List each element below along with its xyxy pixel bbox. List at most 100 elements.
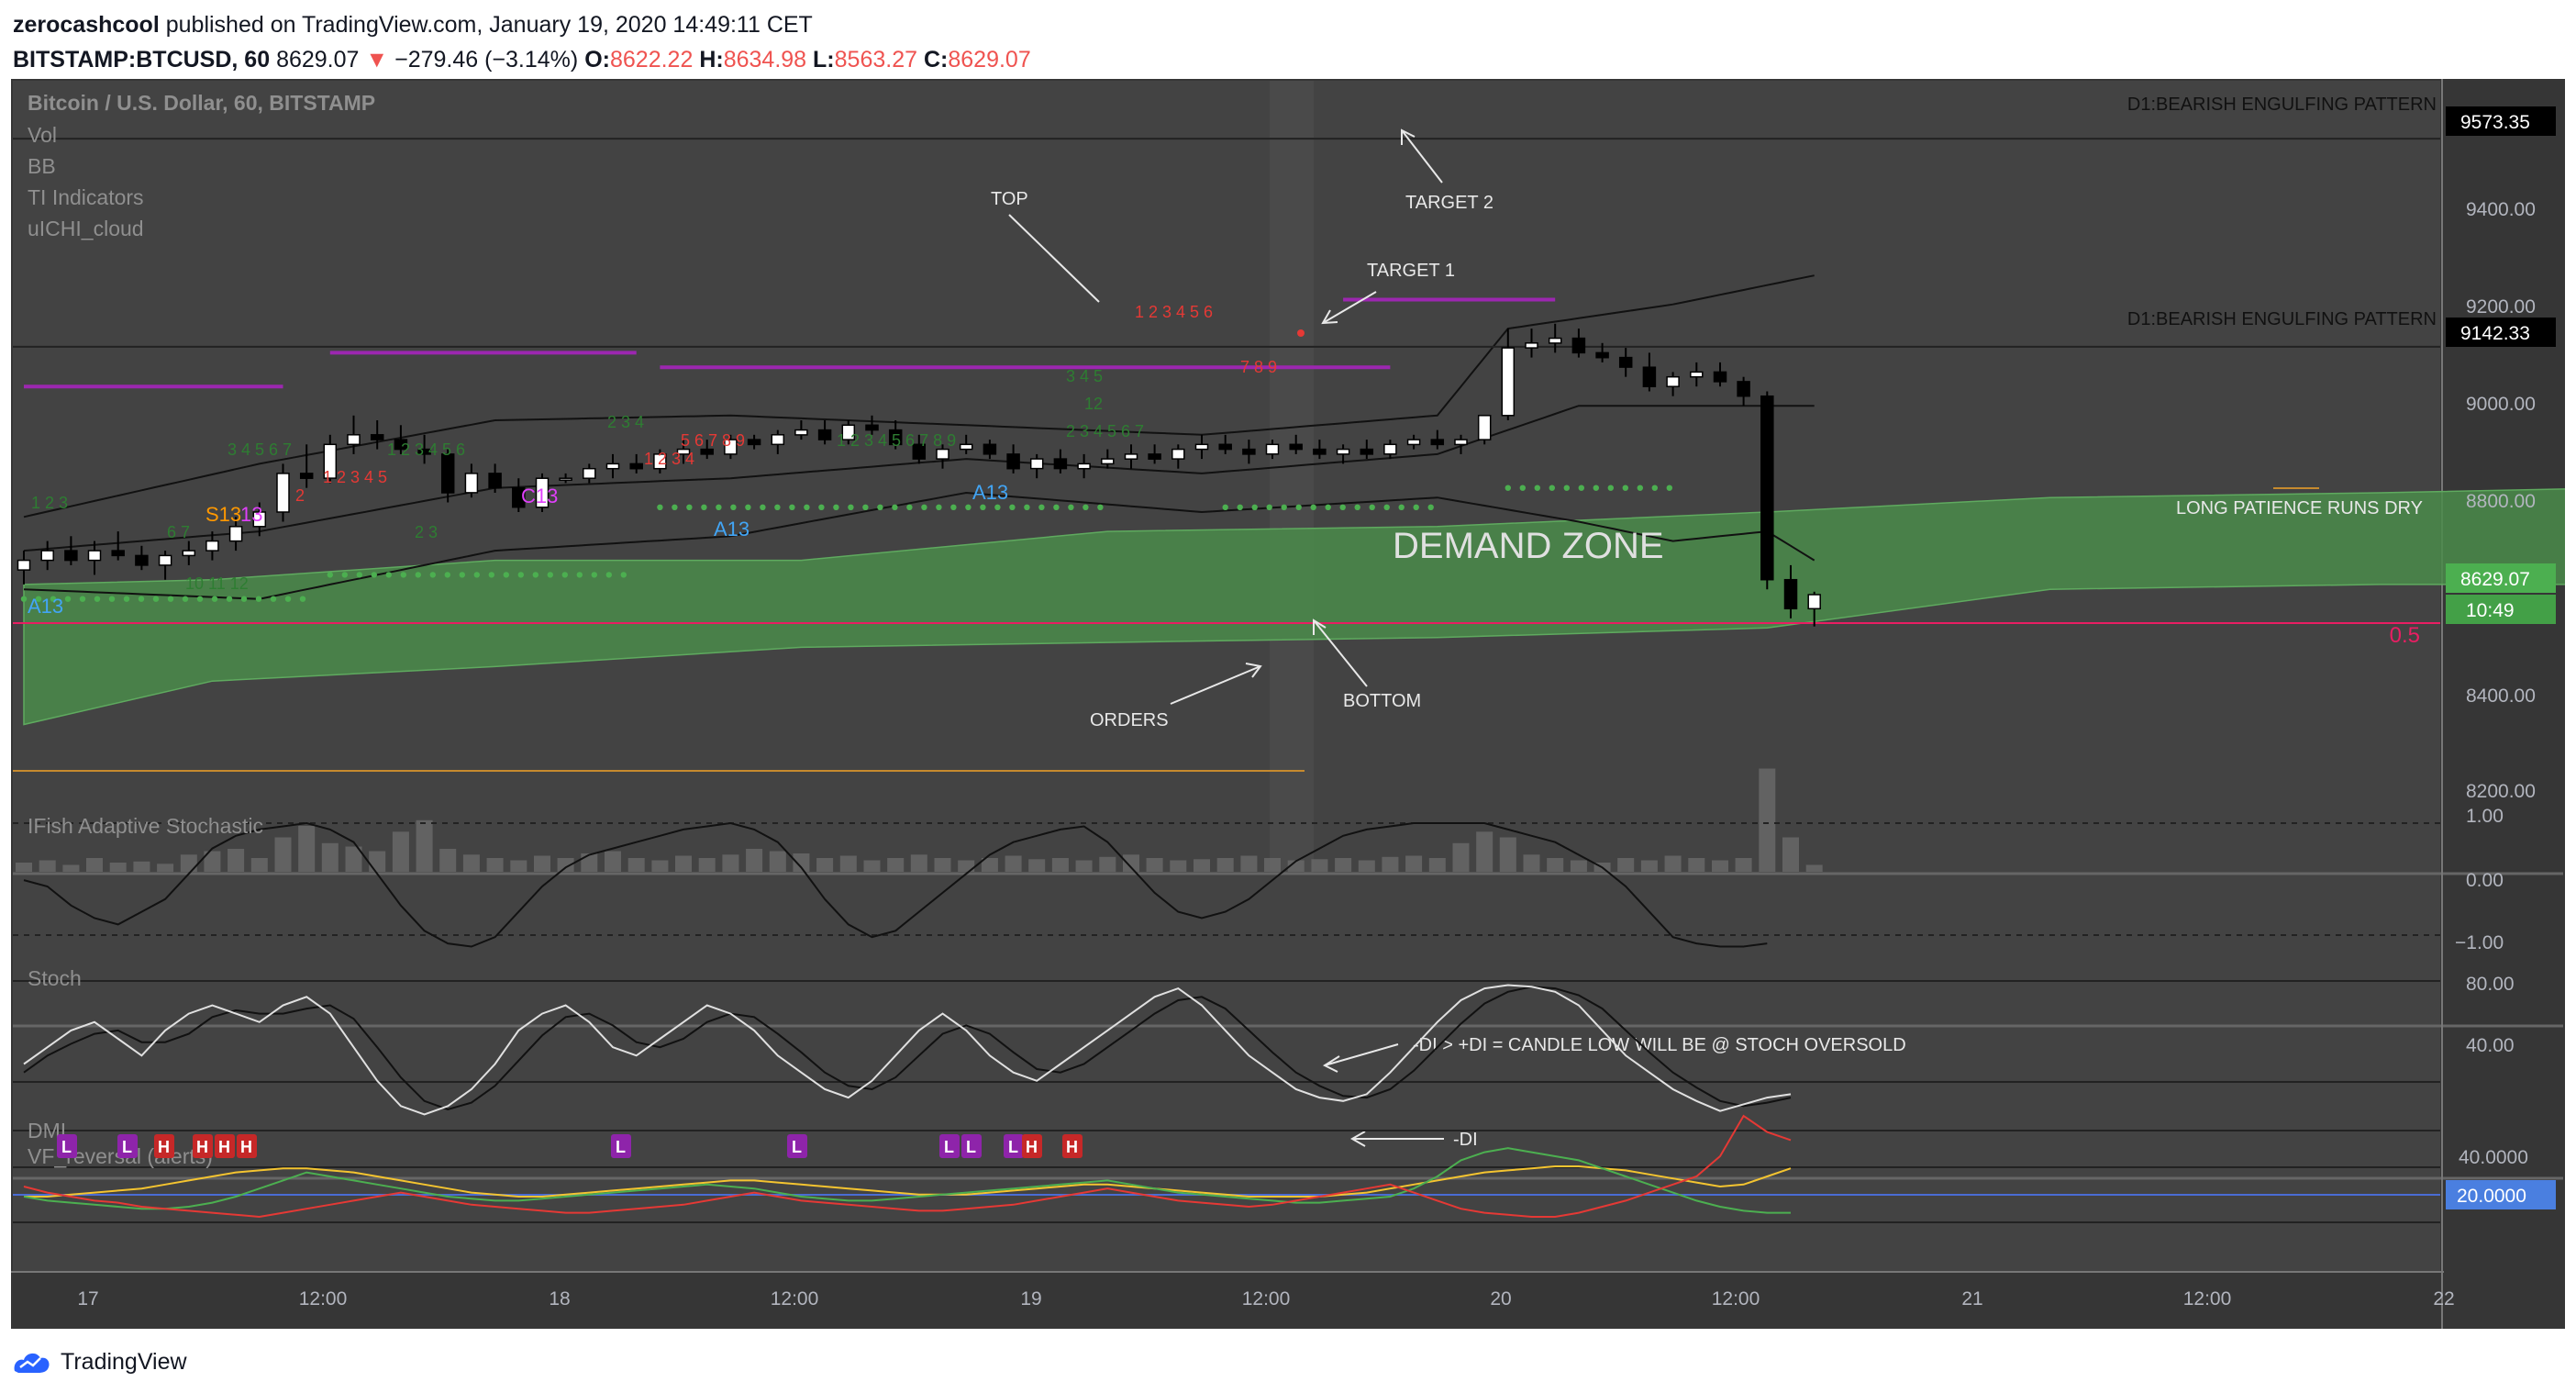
support-dot	[255, 596, 262, 602]
candle-body	[323, 443, 338, 479]
support-dot	[561, 572, 568, 578]
support-dot	[1398, 504, 1405, 510]
support-dot	[167, 596, 174, 602]
marker-h: H	[196, 1138, 208, 1156]
support-dot	[1266, 504, 1272, 510]
td-label-13: 13	[240, 503, 262, 526]
high-value: 8634.98	[723, 47, 807, 72]
plot-background	[13, 81, 2440, 1324]
ifish-tick: 0.00	[2466, 870, 2504, 891]
td-count: 2	[295, 486, 305, 505]
candle-body	[1101, 458, 1115, 465]
legend-study-bb[interactable]: BB	[28, 154, 56, 178]
volume-bar	[722, 854, 739, 873]
support-dot	[1281, 504, 1287, 510]
orders-label: ORDERS	[1090, 710, 1169, 730]
volume-bar	[1051, 858, 1069, 872]
volume-bar	[462, 854, 480, 873]
candle-body	[394, 439, 408, 451]
top-arrow	[1008, 214, 1100, 303]
candle-body	[1124, 453, 1138, 460]
support-dot	[20, 596, 28, 602]
volume-bar	[62, 864, 80, 872]
candle-body	[1618, 356, 1633, 368]
candle-body	[464, 473, 479, 494]
stoch-note-arrow	[1324, 1043, 1399, 1066]
bottom-label: BOTTOM	[1343, 691, 1421, 711]
volume-bar	[486, 858, 504, 872]
candle-body	[228, 526, 243, 542]
ifish-title[interactable]: IFish Adaptive Stochastic	[28, 814, 263, 838]
candle-body	[1029, 458, 1044, 470]
tradingview-logo-icon[interactable]	[11, 1349, 51, 1375]
time-tick: 12:00	[771, 1288, 819, 1309]
candle-body	[794, 429, 808, 436]
candle-body	[1406, 439, 1421, 446]
support-dot	[701, 504, 707, 510]
time-tick: 12:00	[2183, 1288, 2232, 1309]
volume-bar	[86, 858, 103, 872]
legend-study-vol[interactable]: Vol	[28, 123, 57, 147]
candle-body	[559, 477, 572, 481]
orders-arrow	[1170, 665, 1261, 705]
candle-body	[1737, 381, 1750, 397]
price-tick: 9000.00	[2466, 394, 2536, 415]
support-dot	[1563, 485, 1571, 491]
badge-9142-text: 9142.33	[2460, 323, 2530, 344]
support-dot	[444, 572, 450, 578]
candle-body	[87, 550, 102, 562]
volume-bar	[1005, 855, 1022, 872]
ifish-tick: 1.00	[2466, 806, 2504, 827]
support-dot	[1097, 504, 1104, 510]
volume-bar	[839, 855, 857, 872]
support-dot	[108, 596, 116, 602]
td-13-labels: S13 13 C13 A13 A13 A13	[28, 481, 1008, 618]
support-dot	[848, 504, 854, 510]
stoch-k-series	[23, 984, 1792, 1116]
candle-body	[1548, 337, 1562, 344]
candle-body	[17, 559, 31, 571]
candle-body	[1642, 366, 1657, 387]
marker-h: H	[218, 1138, 230, 1156]
badge-last-price-text: 8629.07	[2460, 569, 2530, 590]
time-axis[interactable]: 17 12:00 18 12:00 19 12:00 20 12:00 21 1…	[77, 1288, 2454, 1309]
legend-study-ichi[interactable]: uICHI_cloud	[28, 217, 144, 240]
author-name[interactable]: zerocashcool	[13, 12, 160, 38]
tradingview-brand-text[interactable]: TradingView	[61, 1348, 187, 1375]
candle-body	[817, 429, 832, 440]
stoch-note: -DI > +DI = CANDLE LOW WILL BE @ STOCH O…	[1413, 1035, 1906, 1055]
candle-body	[1336, 448, 1350, 455]
support-dot	[371, 572, 377, 578]
dmi-minus-series	[23, 1114, 1792, 1219]
candle-body	[535, 477, 550, 508]
volume-bar	[698, 858, 716, 872]
volume-bar	[1405, 855, 1423, 872]
support-dot	[892, 504, 898, 510]
legend-title[interactable]: Bitcoin / U.S. Dollar, 60, BITSTAMP	[28, 91, 375, 115]
candle-body	[653, 453, 667, 470]
candle-body	[1265, 443, 1280, 455]
support-dot	[1295, 504, 1302, 510]
marker-l: L	[966, 1138, 976, 1156]
legend-study-ti[interactable]: TI Indicators	[28, 185, 144, 209]
volume-bar	[1617, 858, 1635, 872]
td-count: 6 7	[167, 523, 190, 541]
volume-bar	[274, 837, 292, 872]
candle-body	[1690, 371, 1704, 378]
candle-body	[1666, 375, 1680, 387]
symbol-name[interactable]: BITSTAMP:BTCUSD, 60	[13, 47, 271, 72]
published-text: published on TradingView.com, January 19…	[165, 12, 813, 38]
candle-body	[1006, 453, 1020, 470]
support-dot	[1505, 485, 1512, 491]
td-count: 1 2 3 4 5 6	[1135, 303, 1213, 321]
candle-body	[64, 550, 78, 562]
symbol-ohlc-line: BITSTAMP:BTCUSD, 60 8629.07 ▼ −279.46 (−…	[13, 42, 2563, 77]
time-tick: 12:00	[1242, 1288, 1291, 1309]
marker-h: H	[240, 1138, 252, 1156]
support-dot	[745, 504, 751, 510]
chart-canvas[interactable]: 1 2 3 6 7 3 4 5 6 7 2 1 2 3 4 5 1 2 3 4 …	[11, 79, 2565, 1329]
candlestick-series[interactable]	[17, 323, 1821, 627]
price-axis[interactable]: 9400.00 9200.00 9000.00 8800.00 8400.00 …	[2455, 199, 2536, 1168]
stoch-title[interactable]: Stoch	[28, 966, 82, 990]
volume-bar	[1075, 860, 1093, 872]
